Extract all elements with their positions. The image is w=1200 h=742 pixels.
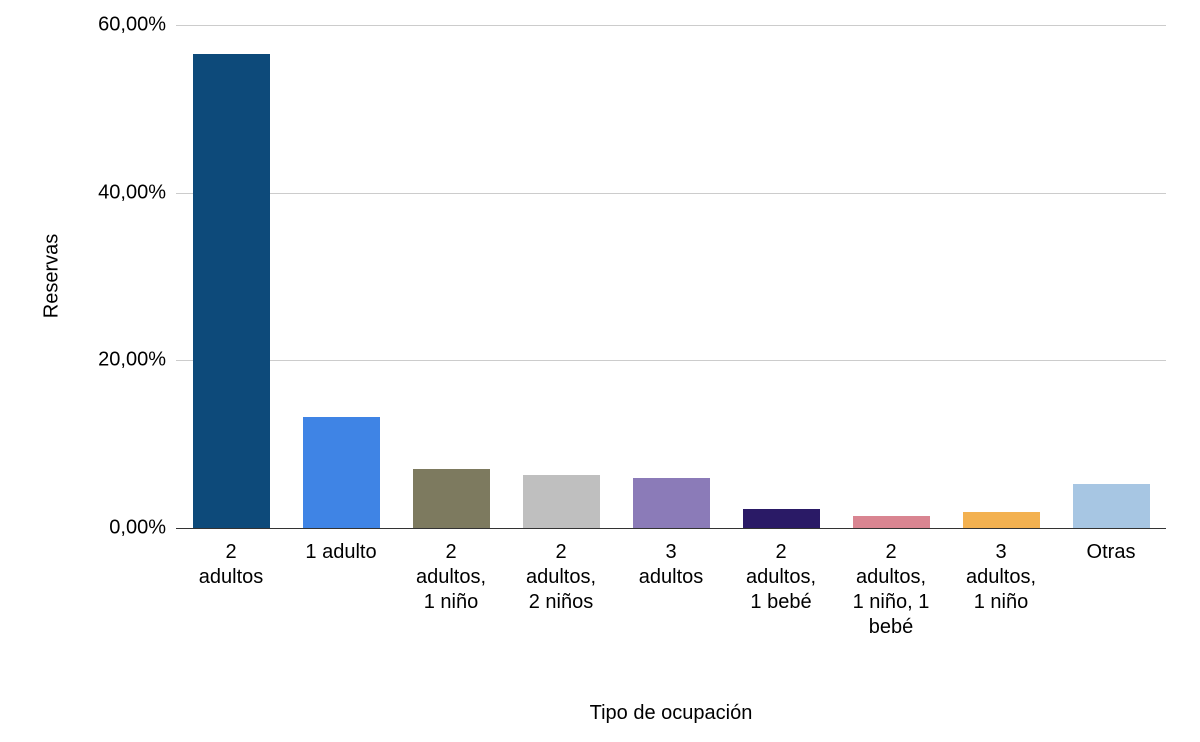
chart-container: 0,00%20,00%40,00%60,00%2adultos1 adulto2… [0,0,1200,742]
x-tick-label: 2adultos,1 bebé [727,540,835,615]
x-tick-label: 2adultos [177,540,285,590]
x-tick-label: 3adultos [617,540,725,590]
x-axis-title: Tipo de ocupación [590,702,753,725]
plot-area: 0,00%20,00%40,00%60,00%2adultos1 adulto2… [176,25,1166,528]
bar [1073,484,1150,528]
bar [853,516,930,528]
bar [743,509,820,528]
x-tick-label: 2adultos,1 niño, 1bebé [837,540,945,640]
x-tick-label: 2adultos,1 niño [397,540,505,615]
bar [193,54,270,528]
grid-line [176,360,1166,361]
y-tick-label: 60,00% [98,14,166,37]
x-tick-label: Otras [1057,540,1165,565]
grid-line [176,193,1166,194]
x-tick-label: 2adultos,2 niños [507,540,615,615]
y-axis-title: Reservas [41,234,64,318]
bar [303,417,380,528]
y-tick-label: 20,00% [98,349,166,372]
grid-line [176,25,1166,26]
x-tick-label: 3adultos,1 niño [947,540,1055,615]
y-tick-label: 0,00% [109,517,166,540]
bar [413,469,490,528]
bar [523,475,600,528]
bar [963,512,1040,528]
x-tick-label: 1 adulto [287,540,395,565]
y-tick-label: 40,00% [98,181,166,204]
bar [633,478,710,528]
x-axis-baseline [176,528,1166,529]
